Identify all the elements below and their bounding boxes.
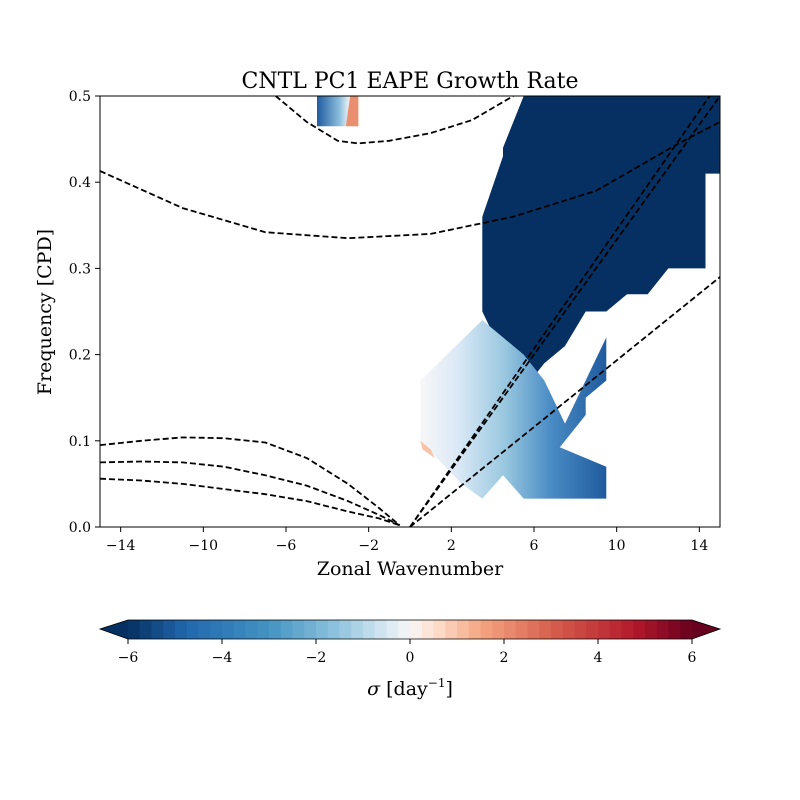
colorbar-label: σ [day−1] <box>367 676 453 700</box>
y-axis-ticks: 0.0 0.1 0.2 0.3 0.4 0.5 <box>69 89 100 536</box>
y-tick-label: 0.4 <box>69 175 91 191</box>
colorbar-band <box>128 620 141 639</box>
colorbar-band <box>480 620 493 639</box>
curve-rossby-n1 <box>100 477 400 527</box>
y-tick-label: 0.5 <box>69 89 91 105</box>
x-tick-label: −10 <box>189 538 219 554</box>
colorbar-band <box>316 620 329 639</box>
colorbar-band <box>680 620 693 639</box>
colorbar-band <box>468 620 481 639</box>
colorbar-band <box>327 620 340 639</box>
colorbar-band <box>210 620 223 639</box>
colorbar-tick-label: −2 <box>306 650 327 666</box>
y-tick-label: 0.0 <box>69 520 91 536</box>
x-tick-label: −14 <box>106 538 136 554</box>
colorbar-band <box>410 620 423 639</box>
region-main-negative-growth <box>482 96 720 390</box>
colorbar-band <box>269 620 282 639</box>
colorbar-tick-label: 4 <box>594 650 603 666</box>
colorbar-band <box>645 620 658 639</box>
curve-igw-lower <box>100 121 720 240</box>
colorbar-band <box>433 620 446 639</box>
region-lower-red-fringe <box>420 440 435 458</box>
colorbar-band <box>245 620 258 639</box>
curve-igw-upper <box>275 96 514 145</box>
colorbar-band <box>292 620 305 639</box>
colorbar-band <box>421 620 434 639</box>
colorbar-band <box>515 620 528 639</box>
colorbar-band <box>280 620 293 639</box>
colorbar-band <box>222 620 235 639</box>
colorbar-tick-label: 6 <box>688 650 697 666</box>
colorbar-band <box>304 620 317 639</box>
y-tick-label: 0.3 <box>69 261 91 277</box>
chart-title: CNTL PC1 EAPE Growth Rate <box>241 69 578 94</box>
colorbar-tick-label: −6 <box>118 650 139 666</box>
colorbar-band <box>445 620 458 639</box>
region-top-strip-red <box>345 96 359 127</box>
curve-mrg-n1 <box>100 436 401 526</box>
dispersion-curves-layer <box>100 96 720 527</box>
curve-mrg-n2 <box>100 460 401 527</box>
colorbar-band <box>186 620 199 639</box>
colorbar-band <box>551 620 564 639</box>
plot-frame <box>99 95 721 528</box>
colorbar-band <box>492 620 505 639</box>
colorbar-band <box>198 620 211 639</box>
colorbar-tick-label: −4 <box>212 650 233 666</box>
curve-kelvin-n1 <box>409 96 711 527</box>
colorbar-band <box>504 620 517 639</box>
colorbar-band <box>257 620 270 639</box>
colorbar-extend-low <box>100 620 128 639</box>
x-tick-label: 6 <box>530 538 539 554</box>
x-tick-label: 10 <box>608 538 626 554</box>
x-axis-label: Zonal Wavenumber <box>317 558 504 580</box>
colorbar-levels <box>128 620 693 639</box>
y-tick-label: 0.2 <box>69 348 91 364</box>
x-tick-label: 2 <box>447 538 456 554</box>
colorbar-ticks: −6 −4 −2 0 2 4 6 <box>118 639 697 666</box>
x-axis-ticks: −14 −10 −6 −2 2 6 10 14 <box>106 527 708 554</box>
colorbar-band <box>539 620 552 639</box>
colorbar-band <box>527 620 540 639</box>
colorbar-band <box>398 620 411 639</box>
colorbar-tick-label: 2 <box>500 650 509 666</box>
colorbar-band <box>621 620 634 639</box>
x-tick-label: −6 <box>276 538 297 554</box>
colorbar-band <box>374 620 387 639</box>
colorbar-band <box>457 620 470 639</box>
colorbar-band <box>668 620 681 639</box>
colorbar-band <box>633 620 646 639</box>
colorbar-band <box>656 620 669 639</box>
y-tick-label: 0.1 <box>69 434 91 450</box>
x-tick-label: −2 <box>358 538 379 554</box>
colorbar-band <box>386 620 399 639</box>
colorbar-band <box>339 620 352 639</box>
colorbar-band <box>562 620 575 639</box>
colorbar-band <box>233 620 246 639</box>
colorbar-band <box>586 620 599 639</box>
colorbar-band <box>363 620 376 639</box>
colorbar-band <box>163 620 176 639</box>
colorbar-band <box>351 620 364 639</box>
colorbar-tick-label: 0 <box>406 650 415 666</box>
y-axis-label: Frequency [CPD] <box>34 229 56 395</box>
region-lower-gradient-blue <box>420 320 607 499</box>
colorbar-extend-high <box>692 620 720 639</box>
curve-kelvin-n0 <box>409 96 720 527</box>
colorbar-band <box>151 620 164 639</box>
x-tick-label: 14 <box>690 538 708 554</box>
contour-fill-layer <box>317 96 720 499</box>
colorbar-band <box>598 620 611 639</box>
curve-kelvin-n2 <box>409 276 720 527</box>
colorbar: −6 −4 −2 0 2 4 6 σ [day−1] <box>98 619 722 700</box>
colorbar-band <box>574 620 587 639</box>
colorbar-band <box>175 620 188 639</box>
colorbar-band <box>139 620 152 639</box>
colorbar-band <box>609 620 622 639</box>
